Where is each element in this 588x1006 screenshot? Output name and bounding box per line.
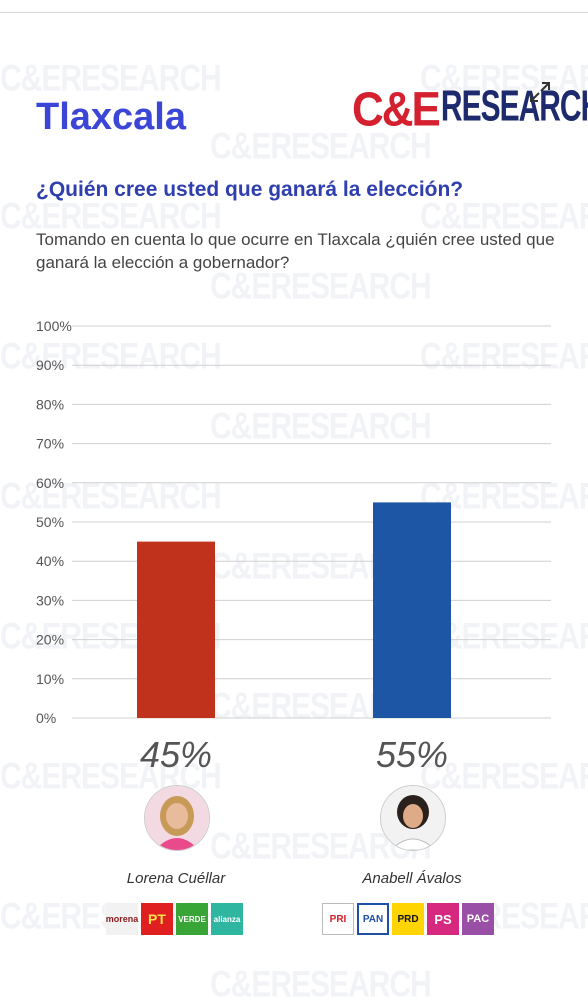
watermark-text: C&ERESEARCH <box>210 963 432 1005</box>
logo-wordmark: RESEARCH <box>440 82 588 131</box>
pac-logo: PAC <box>462 903 494 935</box>
candidate-avatar-2 <box>380 785 446 851</box>
y-tick-label: 80% <box>36 396 64 412</box>
brand-logo: C&ERESEARCH <box>352 82 588 137</box>
candidate-name-1: Lorena Cuéllar <box>126 870 226 887</box>
y-tick-label: 40% <box>36 553 64 569</box>
watermark-text: C&ERESEARCH <box>210 265 432 307</box>
candidate-name-2: Anabell Ávalos <box>362 870 462 887</box>
logo-mark: C&E <box>352 82 441 137</box>
y-tick-label: 10% <box>36 671 64 687</box>
pt-logo: PT <box>141 903 173 935</box>
candidate-avatar-1 <box>144 785 210 851</box>
question-subtitle: Tomando en cuenta lo que ocurre en Tlaxc… <box>36 230 555 272</box>
watermark-text: C&ERESEARCH <box>420 195 588 237</box>
bar-chart: 0% 10% 20% 30% 40% 50% 60% 70% 80% 90% 100% 45% 55% <box>36 318 551 775</box>
watermark-text: C&ERESEARCH <box>420 57 588 99</box>
watermark-text: C&ERESEARCH <box>0 195 222 237</box>
y-tick-label: 90% <box>36 357 64 373</box>
y-tick-label: 50% <box>36 514 64 530</box>
alianza-logo: alianza <box>211 903 243 935</box>
watermark-text: C&ERESEARCH <box>420 755 588 797</box>
top-divider <box>0 12 588 13</box>
expand-icon[interactable] <box>528 80 552 104</box>
watermark-text: C&ERESEARCH <box>0 57 222 99</box>
verde-logo: VERDE <box>176 903 208 935</box>
party-logos-2: PRI PAN PRD PS PAC <box>322 903 494 935</box>
prd-logo: PRD <box>392 903 424 935</box>
ps-logo: PS <box>427 903 459 935</box>
y-tick-label: 70% <box>36 436 64 452</box>
watermark-text: C&ERESEARCH <box>0 335 222 377</box>
value-label-2: 55% <box>376 734 448 775</box>
watermark-text: C&ERESEARCH <box>210 125 432 167</box>
party-logos-1: morena PT VERDE alianza <box>106 903 243 935</box>
y-tick-label: 100% <box>36 318 72 334</box>
bar-1 <box>137 541 215 718</box>
morena-logo: morena <box>106 903 138 935</box>
watermark-text: C&ERESEARCH <box>210 405 432 447</box>
pri-logo: PRI <box>322 903 354 935</box>
question-heading: ¿Quién cree usted que ganará la elección… <box>36 178 464 201</box>
bar-2 <box>373 502 451 718</box>
y-tick-label: 60% <box>36 475 64 491</box>
watermark-text: C&ERESEARCH <box>420 335 588 377</box>
value-label-1: 45% <box>140 734 212 775</box>
page-title: Tlaxcala <box>36 96 186 138</box>
y-tick-label: 20% <box>36 632 64 648</box>
y-tick-label: 0% <box>36 710 56 726</box>
pan-logo: PAN <box>357 903 389 935</box>
y-tick-label: 30% <box>36 592 64 608</box>
